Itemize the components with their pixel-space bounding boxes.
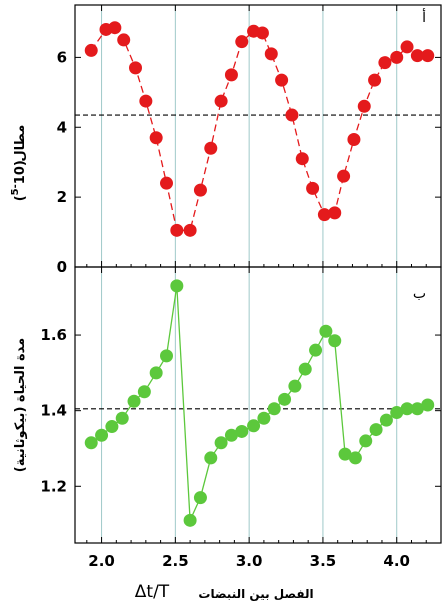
data-point-bottom-1 [95,428,109,442]
panel-label-top: أ [422,8,426,26]
y-label-top-unit: (10 [13,160,28,184]
data-point-top-16 [255,26,269,40]
data-point-bottom-24 [338,447,352,461]
data-point-top-12 [214,94,228,108]
data-point-top-2 [108,21,122,35]
y-axis-label-bottom: مدة الحياة (بيكوثانية) [13,338,28,472]
y-tick-label-top-2: 4 [57,118,67,136]
data-point-top-13 [224,68,238,82]
data-point-bottom-21 [309,343,323,357]
plot-frame-top [74,4,442,268]
y-tick-label-bottom-0: 1.2 [40,477,67,495]
data-point-bottom-10 [193,491,207,505]
data-point-bottom-27 [369,423,383,437]
data-point-top-11 [204,141,218,155]
data-point-top-29 [390,50,404,64]
series-line-bottom [90,285,428,521]
data-point-top-8 [170,223,184,237]
data-point-bottom-18 [278,392,292,406]
data-point-bottom-30 [400,402,414,416]
data-point-bottom-3 [115,411,129,425]
data-point-bottom-9 [183,513,197,527]
x-axis-label: الفصل بين النبضات [198,587,313,601]
data-point-bottom-25 [348,451,362,465]
y-tick-label-top-0: 0 [57,258,67,276]
data-point-top-19 [285,108,299,122]
data-point-top-5 [139,94,153,108]
data-point-top-31 [410,49,424,63]
y-axis-label-top: مطال (10-5) [10,125,28,202]
data-point-bottom-12 [214,436,228,450]
data-point-bottom-15 [247,419,261,433]
panel-amplitude: 0 2 4 6 [57,4,442,276]
data-point-bottom-32 [421,398,435,412]
y-label-top-exp: -5 [10,184,21,195]
data-point-top-26 [357,99,371,113]
x-axis-symbol: Δt/T [135,582,170,602]
data-point-top-10 [193,183,207,197]
data-point-top-6 [149,131,163,145]
series-line-top [90,26,428,231]
data-point-bottom-29 [390,406,404,420]
data-point-bottom-13 [224,428,238,442]
data-point-top-30 [400,40,414,54]
data-point-bottom-5 [137,385,151,399]
x-tick-label-3: 3.5 [310,552,337,570]
y-tick-label-bottom-2: 1.6 [40,326,67,344]
x-tick-label-2: 3.0 [236,552,263,570]
data-point-top-4 [129,61,143,75]
data-point-bottom-14 [235,424,249,438]
data-point-bottom-7 [160,349,173,363]
data-point-bottom-26 [359,434,373,448]
data-point-top-17 [264,47,278,61]
data-point-top-25 [347,132,361,146]
data-point-top-9 [183,223,197,237]
panel-label-bottom: ب [413,286,426,302]
data-point-bottom-8 [170,279,184,293]
x-tick-label-0: 2.0 [88,552,115,570]
data-point-top-22 [317,208,331,222]
data-point-top-24 [337,169,351,183]
panel-lifetime: 2.0 2.5 3.0 3.5 4.0 1.2 1.4 1.6 [40,266,442,570]
x-tick-label-4: 4.0 [383,552,410,570]
data-point-bottom-16 [257,411,271,425]
data-point-top-14 [235,35,249,49]
y-label-top-close: ) [13,195,28,201]
y-label-top-main: مطال [13,125,28,162]
data-point-top-28 [378,56,392,70]
data-point-bottom-23 [328,334,342,348]
y-tick-label-bottom-1: 1.4 [40,402,67,420]
data-point-top-32 [421,49,435,63]
data-point-top-23 [328,206,342,220]
data-point-top-20 [295,152,309,166]
data-point-top-18 [275,73,289,87]
data-point-bottom-0 [84,436,98,450]
data-point-top-21 [306,181,320,195]
x-tick-label-1: 2.5 [162,552,189,570]
data-point-bottom-2 [105,420,119,434]
data-point-bottom-17 [267,402,281,416]
data-point-bottom-4 [127,394,141,408]
data-point-bottom-11 [204,451,218,465]
plot-frame-bottom [74,266,442,544]
data-point-bottom-22 [319,324,333,338]
data-point-top-3 [117,33,131,47]
data-point-top-27 [368,73,382,87]
data-point-top-0 [84,43,98,57]
data-point-bottom-19 [288,379,302,393]
y-tick-label-top-3: 6 [57,48,67,66]
y-tick-label-top-1: 2 [57,188,67,206]
data-point-bottom-28 [379,413,393,427]
data-point-bottom-20 [298,362,312,376]
data-point-bottom-6 [149,366,163,380]
data-point-top-7 [160,176,173,190]
data-point-bottom-31 [410,402,424,416]
